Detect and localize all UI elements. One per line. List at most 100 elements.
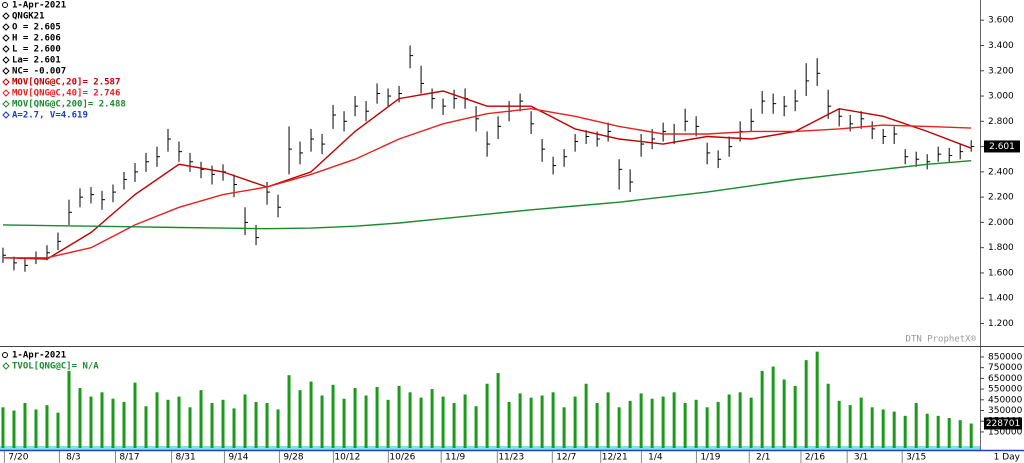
x-tick-label: 3/1 [854, 453, 868, 463]
volume-bar [771, 366, 775, 448]
volume-bar [584, 383, 588, 448]
volume-bar [650, 398, 654, 448]
x-tick-label: 8/3 [66, 453, 80, 463]
volume-bar [881, 409, 885, 448]
volume-bar [474, 406, 478, 448]
volume-bar [694, 399, 698, 448]
y-tick-label: 3.600 [988, 16, 1014, 26]
x-tick-label: 12/7 [556, 453, 576, 463]
volume-bar [705, 407, 709, 448]
info-marker [2, 362, 10, 370]
volume-bar [749, 397, 753, 448]
volume-bar [309, 381, 313, 448]
info-text: H = 2.606 [12, 34, 61, 44]
volume-bar [287, 375, 291, 448]
volume-bar [1, 407, 5, 448]
y-tick-label: 650000 [988, 374, 1023, 384]
info-text: O = 2.605 [12, 23, 61, 33]
volume-bar [738, 392, 742, 448]
y-tick-label: 850000 [988, 352, 1023, 362]
info-icon [2, 352, 8, 358]
volume-bar [221, 399, 225, 448]
info-text: 1-Apr-2021 [12, 351, 66, 361]
volume-bar [540, 395, 544, 448]
x-tick-label: 3/15 [906, 453, 926, 463]
y-tick-label: 1.200 [988, 319, 1014, 329]
x-tick-label: 9/14 [228, 453, 248, 463]
volume-bar [364, 395, 368, 448]
volume-bar [254, 401, 258, 448]
volume-bar [210, 403, 214, 448]
volume-bar [848, 405, 852, 448]
volume-bar [34, 409, 38, 448]
volume-bar [914, 403, 918, 448]
volume-bar [815, 351, 819, 448]
y-tick-label: 3.400 [988, 41, 1014, 51]
info-marker [2, 89, 10, 97]
y-tick-label: 2.800 [988, 117, 1014, 127]
volume-bar [441, 396, 445, 448]
volume-bar [617, 407, 621, 448]
info-marker [2, 45, 10, 53]
info-marker [2, 111, 10, 119]
volume-bar [837, 400, 841, 448]
volume-bar [232, 408, 236, 448]
info-text: A=2.7, V=4.619 [12, 111, 88, 121]
volume-bar [78, 388, 82, 448]
y-tick-label: 550000 [988, 385, 1023, 395]
volume-bar [782, 379, 786, 448]
volume-bar [144, 406, 148, 448]
y-tick-label: 1.800 [988, 243, 1014, 253]
info-marker [2, 67, 10, 75]
watermark: DTN ProphetX® [906, 335, 977, 345]
volume-bar [199, 390, 203, 448]
moving-average-line [2, 160, 972, 230]
y-tick-label: 2.200 [988, 193, 1014, 203]
y-tick-label: 150000 [988, 427, 1023, 437]
period-label: 1 Day [994, 453, 1021, 463]
volume-bar [342, 398, 346, 448]
info-text: QNGK21 [12, 12, 45, 22]
x-tick-label: 9/28 [283, 453, 303, 463]
info-marker [2, 12, 10, 20]
info-text: TVOL[QNG@C]= N/A [12, 362, 99, 372]
x-tick-label: 10/26 [389, 453, 415, 463]
volume-bar [375, 386, 379, 448]
last-price-box [984, 140, 1020, 153]
volume-bar [562, 407, 566, 448]
x-tick-label: 2/16 [805, 453, 825, 463]
volume-bar [595, 403, 599, 448]
volume-bar [903, 415, 907, 448]
volume-bar [265, 403, 269, 448]
volume-bar [243, 394, 247, 448]
volume-bar [936, 415, 940, 448]
x-tick-label: 7/20 [8, 453, 28, 463]
info-icon [2, 2, 8, 8]
info-text: MOV[QNG@C,200]= 2.488 [12, 100, 126, 110]
volume-bar [628, 400, 632, 448]
volume-bar [155, 392, 159, 448]
volume-bar [331, 384, 335, 448]
volume-bar [925, 413, 929, 448]
info-marker [2, 100, 10, 108]
y-tick-label: 3.200 [988, 66, 1014, 76]
volume-bar [683, 403, 687, 448]
info-text: L = 2.600 [12, 45, 61, 55]
volume-bar [67, 370, 71, 448]
volume-bar [804, 360, 808, 448]
volume-bar [793, 385, 797, 448]
y-tick-label: 1.600 [988, 268, 1014, 278]
volume-bar [133, 382, 137, 448]
y-tick-label: 3.000 [988, 92, 1014, 102]
volume-bar [892, 411, 896, 448]
last-volume-box [984, 417, 1022, 430]
info-marker [2, 78, 10, 86]
volume-bar [452, 403, 456, 448]
info-marker [2, 34, 10, 42]
info-text: 1-Apr-2021 [12, 1, 66, 11]
volume-bar [166, 399, 170, 448]
volume-bar [12, 410, 16, 448]
volume-bar [320, 395, 324, 448]
volume-bar [958, 420, 962, 448]
volume-bar [551, 392, 555, 448]
